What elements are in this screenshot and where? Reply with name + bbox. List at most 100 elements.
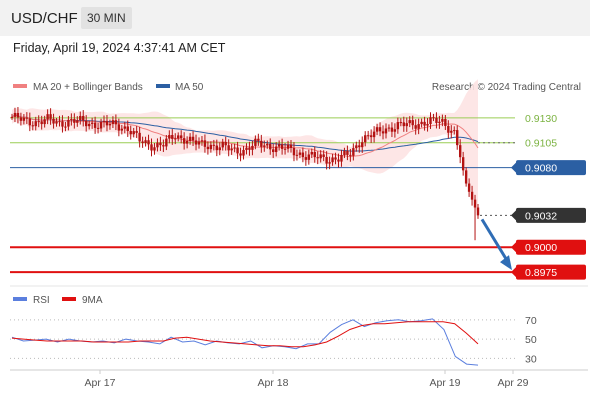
level-label-5: 0.8975 (525, 267, 557, 279)
x-tick-label-1: Apr 18 (258, 377, 289, 389)
candle-body-70 (218, 147, 221, 151)
candle-body-92 (283, 148, 287, 150)
forecast-arrow-head (500, 255, 512, 271)
symbol-label: USD/CHF (11, 10, 78, 27)
candle-body-16 (58, 121, 61, 123)
candle-body-38 (123, 126, 126, 129)
timeframe-button[interactable]: 30 MIN (81, 7, 132, 29)
candle-body-115 (352, 148, 355, 156)
candle-body-75 (233, 147, 236, 149)
candle-body-135 (411, 120, 414, 126)
candle-body-111 (340, 155, 343, 162)
level-label-3: 0.9032 (525, 210, 557, 222)
candle-body-39 (126, 126, 129, 132)
candle-body-134 (408, 120, 411, 124)
candle-body-129 (393, 129, 397, 132)
candle-body-101 (310, 152, 313, 155)
level-badge-pointer-3 (511, 210, 516, 221)
candle-body-3 (19, 117, 23, 121)
candle-body-120 (366, 135, 370, 137)
candle-body-56 (177, 135, 180, 139)
candle-body-126 (384, 128, 388, 134)
candle-body-76 (236, 147, 239, 154)
candle-body-131 (399, 122, 403, 124)
x-tick-label-2: Apr 19 (430, 377, 461, 389)
candle-body-65 (203, 140, 207, 147)
candle-body-94 (289, 144, 293, 149)
candle-body-147 (447, 125, 450, 133)
candle-body-77 (239, 153, 242, 156)
rsi-level-label-0: 70 (525, 315, 537, 327)
candle-body-125 (381, 131, 385, 134)
candle-body-80 (248, 147, 251, 150)
candle-body-109 (334, 157, 337, 160)
candle-body-33 (108, 124, 112, 126)
candle-body-121 (369, 135, 373, 138)
candle-body-132 (402, 122, 405, 127)
ma20-legend-label: MA 20 + Bollinger Bands (33, 82, 143, 93)
candle-body-128 (390, 127, 394, 132)
candle-body-91 (280, 144, 284, 149)
candle-body-83 (257, 138, 260, 141)
candle-body-20 (70, 119, 73, 121)
candle-body-81 (251, 145, 254, 150)
ma20-legend-swatch (13, 84, 27, 88)
candle-body-48 (153, 147, 156, 151)
candle-body-86 (266, 143, 269, 146)
level-badge-5 (516, 264, 586, 280)
candle-body-34 (111, 120, 115, 125)
candle-body-11 (43, 119, 46, 125)
candle-body-138 (420, 121, 423, 125)
candle-body-51 (162, 145, 165, 147)
level-label-0: 0.9130 (525, 113, 557, 125)
candle-body-13 (49, 114, 52, 119)
forecast-arrow-layer (480, 218, 512, 271)
candle-body-64 (200, 140, 204, 142)
candle-body-153 (464, 170, 468, 184)
candle-body-26 (87, 123, 91, 127)
candle-body-123 (375, 127, 379, 132)
candle-body-154 (467, 183, 471, 192)
candle-body-9 (37, 121, 40, 123)
candle-body-7 (31, 125, 34, 127)
candle-body-21 (73, 119, 76, 123)
candle-body-113 (346, 150, 349, 155)
candle-body-57 (179, 135, 183, 139)
rsi-level-label-1: 50 (525, 334, 537, 346)
candle-body-105 (322, 154, 325, 157)
candle-body-74 (230, 148, 233, 151)
candle-body-148 (450, 130, 453, 133)
rsi-level-label-2: 30 (525, 353, 537, 365)
ma50-legend-label: MA 50 (175, 82, 204, 93)
candle-body-97 (298, 152, 302, 155)
candle-body-72 (224, 142, 227, 146)
candle-body-28 (93, 122, 97, 128)
candle-body-19 (67, 119, 70, 127)
level-badge-pointer-5 (511, 267, 516, 278)
candle-body-124 (378, 127, 382, 132)
candle-body-43 (138, 132, 141, 142)
candle-body-17 (61, 121, 64, 127)
candle-body-130 (396, 122, 400, 130)
candle-body-68 (212, 144, 216, 146)
candle-body-95 (292, 148, 296, 156)
candle-body-27 (90, 122, 94, 124)
candle-body-136 (414, 125, 417, 129)
x-axis: Apr 17 Apr 18 Apr 19 Apr 29 (85, 370, 529, 389)
candle-body-62 (194, 140, 198, 145)
candle-body-54 (171, 135, 174, 139)
candle-body-58 (182, 138, 186, 144)
candle-body-85 (263, 145, 266, 147)
candle-body-107 (328, 162, 331, 164)
candle-body-133 (405, 123, 408, 127)
candle-body-152 (461, 157, 465, 171)
candle-body-150 (456, 130, 459, 146)
level-badge-pointer-4 (511, 242, 516, 253)
candle-body-22 (76, 120, 79, 123)
candle-body-78 (242, 149, 245, 156)
candle-body-46 (147, 140, 150, 145)
x-tick-label-3: Apr 29 (498, 377, 529, 389)
candle-body-112 (343, 150, 346, 156)
candle-body-114 (349, 154, 352, 156)
